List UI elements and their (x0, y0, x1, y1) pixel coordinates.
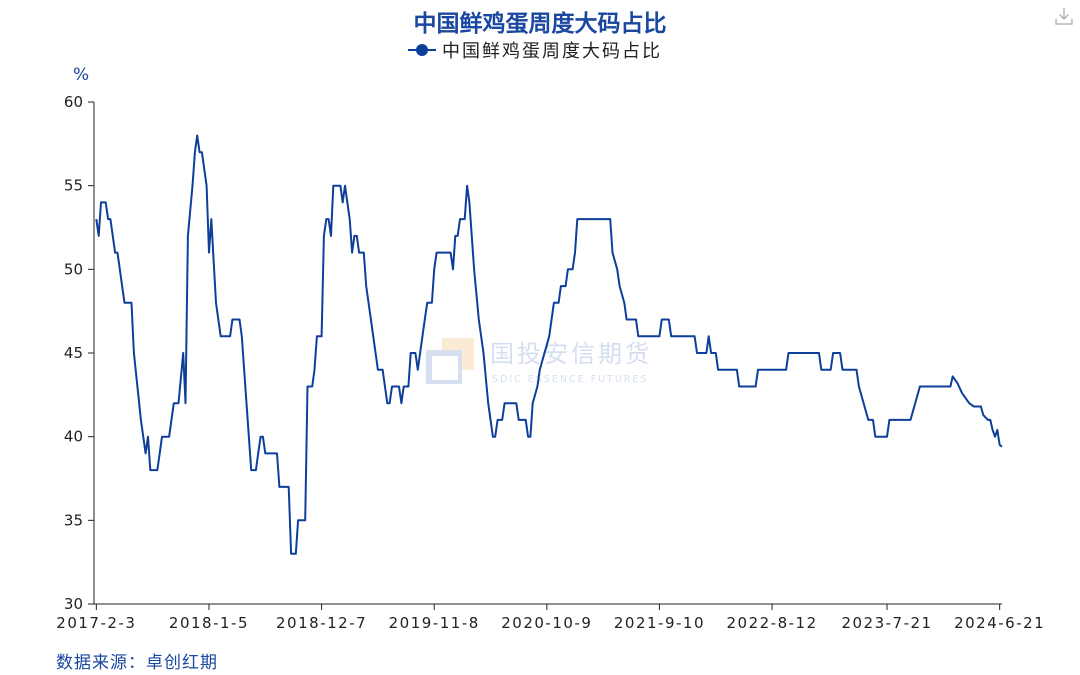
chart-title: 中国鲜鸡蛋周度大码占比 (413, 11, 667, 37)
y-tick-label: 35 (64, 511, 83, 529)
x-tick-label: 2020-10-9 (501, 614, 592, 632)
legend-label: 中国鲜鸡蛋周度大码占比 (442, 41, 662, 62)
x-tick-label: 2018-1-5 (169, 614, 249, 632)
x-tick-label: 2018-12-7 (276, 614, 367, 632)
x-axis-ticks: 2017-2-3 2018-1-5 2018-12-7 2019-11-8 2020-1… (56, 604, 1045, 632)
data-source: 数据来源：卓创红期 (56, 653, 218, 673)
y-axis-unit: % (73, 65, 89, 85)
y-tick-label: 30 (64, 595, 83, 613)
x-tick-label: 2024-6-21 (954, 614, 1045, 632)
x-tick-label: 2019-11-8 (389, 614, 480, 632)
x-tick-label: 2021-9-10 (614, 614, 705, 632)
x-tick-label: 2022-8-12 (726, 614, 817, 632)
x-tick-label: 2017-2-3 (56, 614, 136, 632)
watermark-en: SDIC ESSENCE FUTURES (492, 374, 648, 385)
y-tick-label: 55 (64, 177, 83, 195)
line-chart: 国投安信期货 SDIC ESSENCE FUTURES % 30 35 40 45 50… (56, 65, 1045, 632)
y-tick-label: 40 (64, 428, 83, 446)
y-tick-label: 45 (64, 344, 83, 362)
y-tick-label: 50 (64, 260, 83, 278)
series-line (95, 134, 1003, 555)
legend-line-marker (408, 44, 436, 56)
download-icon[interactable] (1054, 6, 1074, 26)
x-tick-label: 2023-7-21 (841, 614, 932, 632)
sdic-logo (426, 338, 474, 384)
y-tick-label: 60 (64, 93, 83, 111)
legend[interactable]: 中国鲜鸡蛋周度大码占比 (408, 38, 662, 62)
y-axis-ticks: 30 35 40 45 50 55 60 (64, 93, 94, 613)
watermark-cn: 国投安信期货 (490, 340, 652, 368)
watermark: 国投安信期货 SDIC ESSENCE FUTURES (426, 338, 652, 385)
plot-area (95, 134, 1003, 555)
